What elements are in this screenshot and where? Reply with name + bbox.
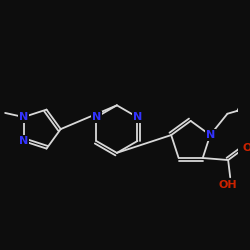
Text: N: N bbox=[206, 130, 215, 140]
Text: N: N bbox=[133, 112, 142, 122]
Text: N: N bbox=[92, 112, 101, 122]
Text: O: O bbox=[242, 143, 250, 153]
Text: N: N bbox=[19, 136, 28, 146]
Text: N: N bbox=[19, 112, 28, 122]
Text: OH: OH bbox=[219, 180, 238, 190]
